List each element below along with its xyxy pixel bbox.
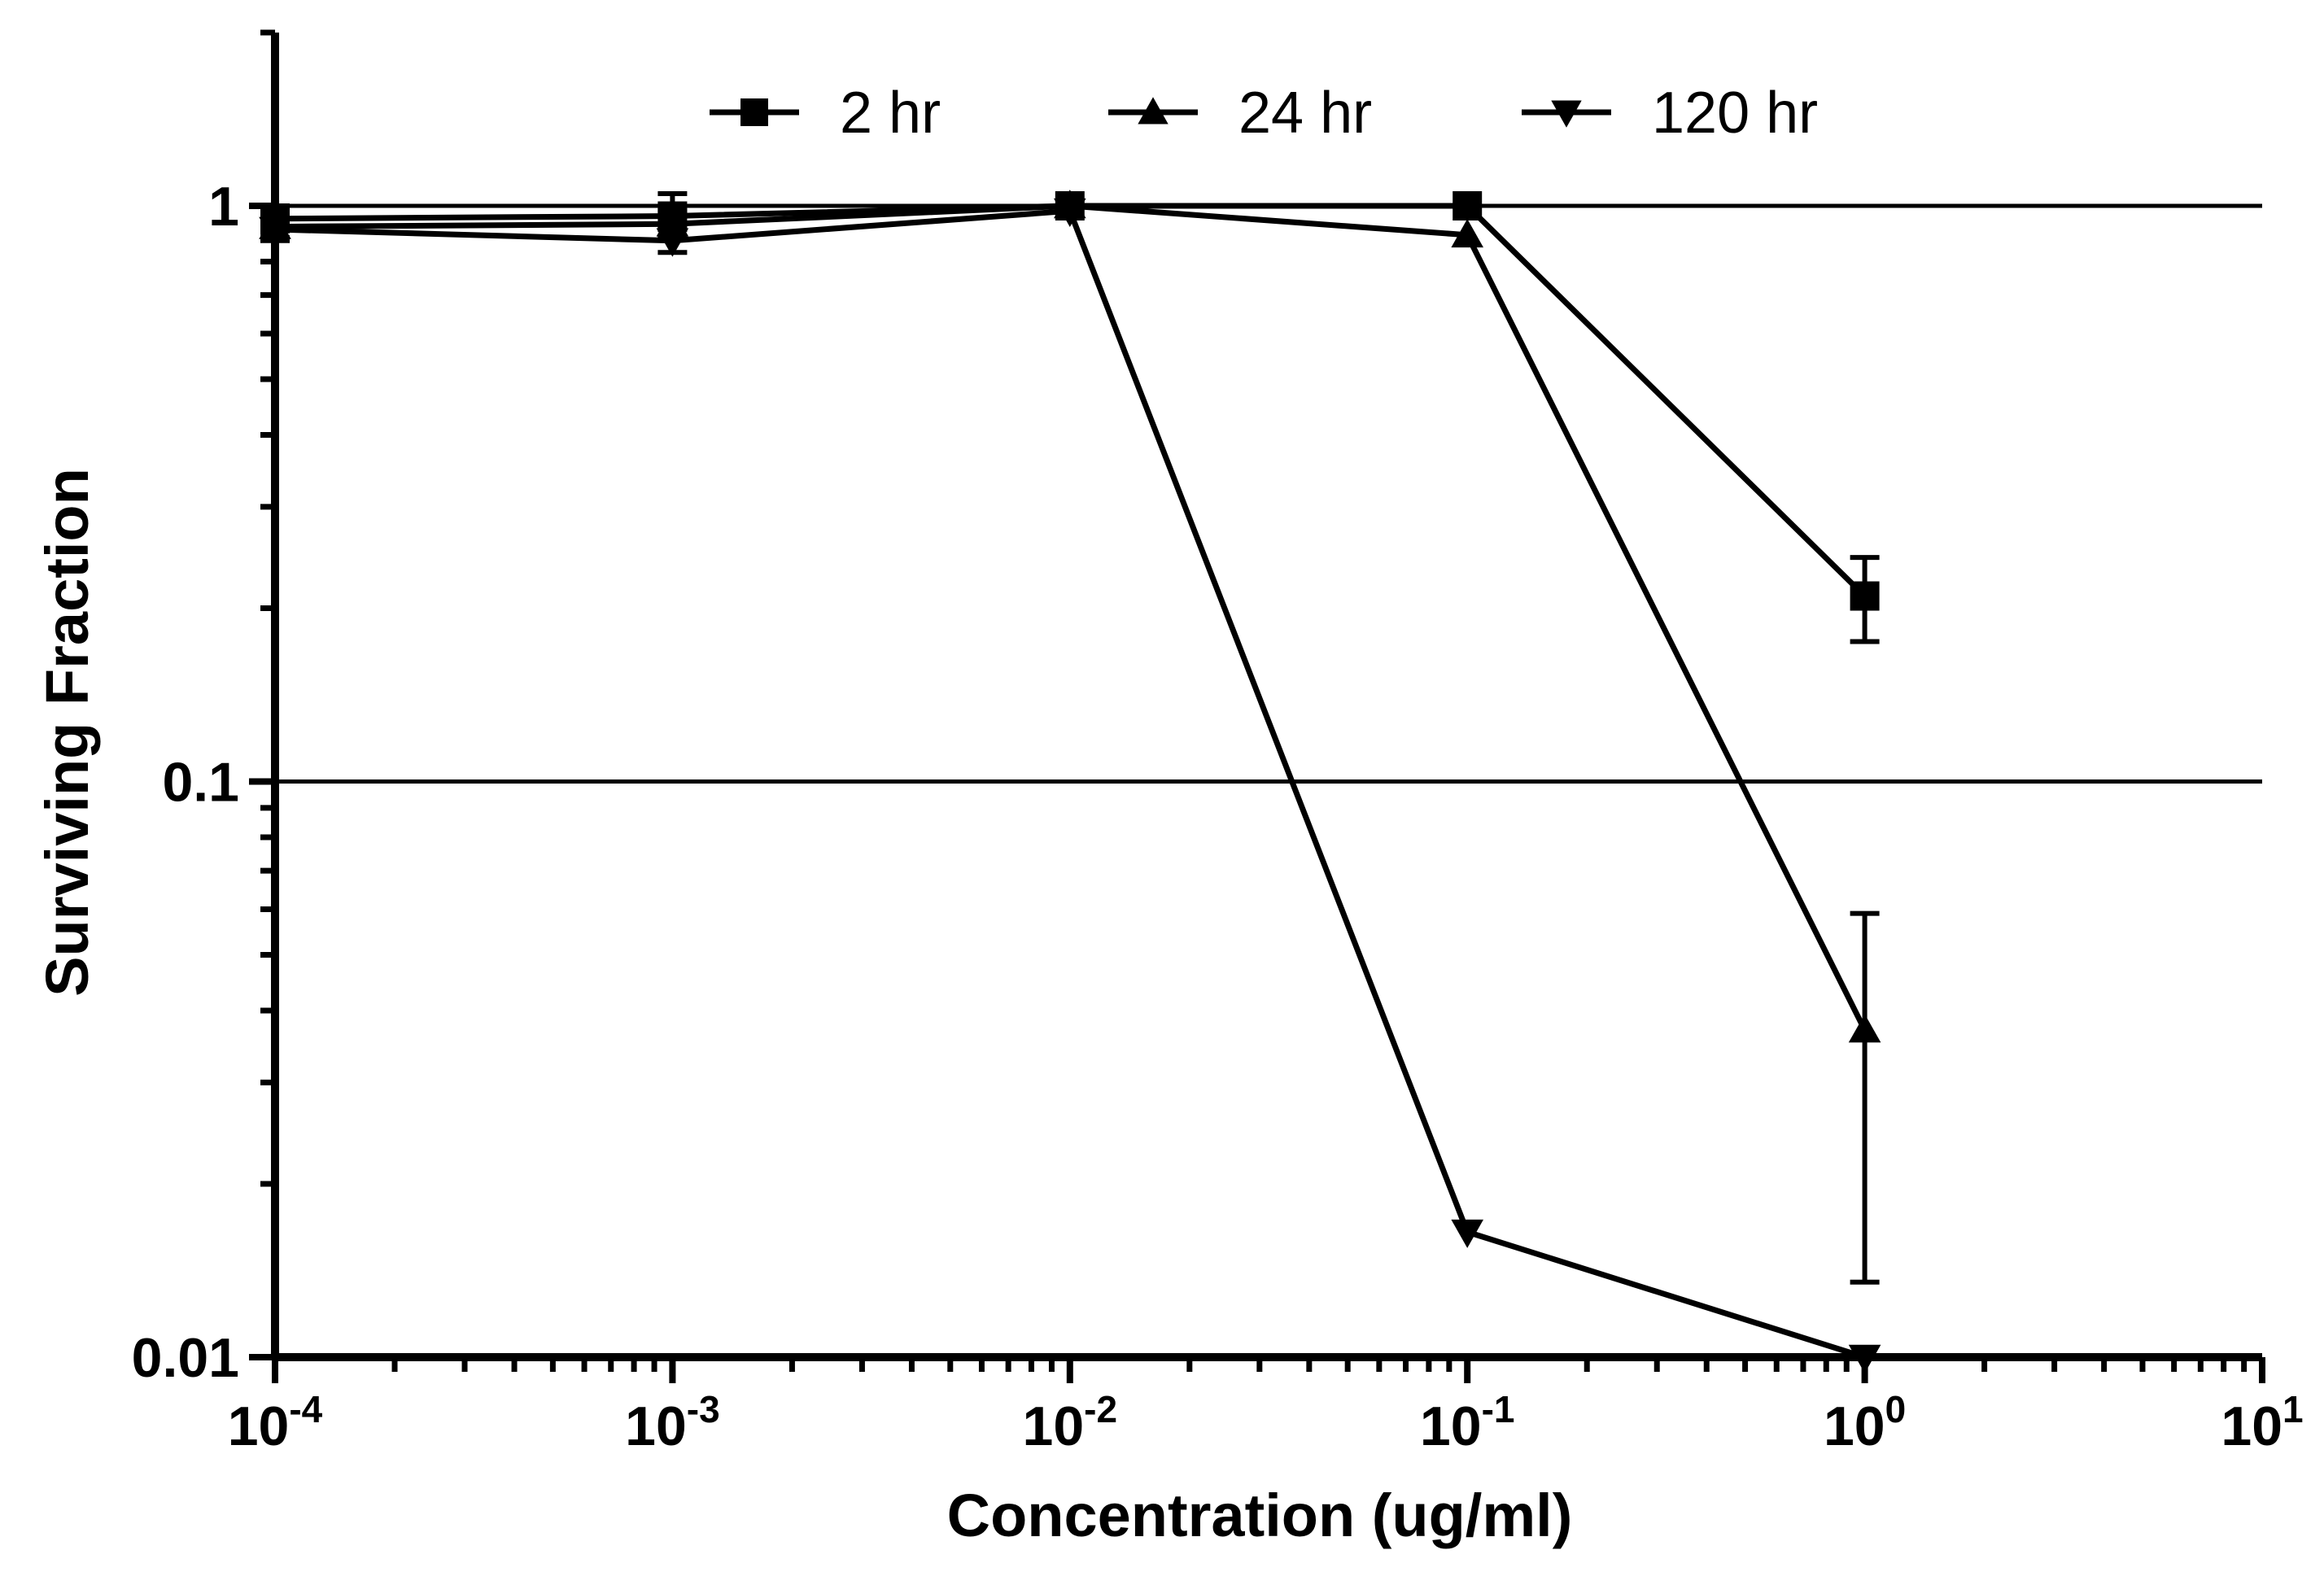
y-axis-title: Surviving Fraction [33, 468, 101, 997]
data-point [1451, 218, 1483, 248]
legend-marker [1551, 100, 1582, 128]
data-point [1452, 190, 1483, 221]
legend-item: 120 hr [1522, 81, 1818, 146]
x-tick-label: 10-2 [1023, 1388, 1118, 1457]
series-2-hr [260, 190, 1880, 644]
legend-label: 24 hr [1238, 81, 1372, 146]
legend-label: 120 hr [1652, 81, 1818, 146]
axes [271, 33, 2262, 1361]
axis-ticks: 0.01 0.1 1 10-4 10-3 10-2 10-1 100 101 [132, 29, 2304, 1457]
data-point [1850, 581, 1880, 611]
legend: 2 hr 24 hr 120 hr [710, 81, 1818, 146]
series-24-hr [259, 190, 1881, 1285]
data-point [1451, 1219, 1483, 1248]
series-line [274, 203, 1868, 1032]
y-tick-label: 0.1 [162, 751, 239, 813]
y-tick-label: 0.01 [132, 1327, 239, 1389]
legend-marker [740, 98, 768, 126]
legend-marker [1138, 97, 1169, 124]
x-tick-label: 100 [1824, 1388, 1906, 1457]
x-tick-label: 10-1 [1420, 1388, 1515, 1457]
y-tick-label: 1 [208, 176, 239, 238]
x-tick-label: 10-4 [228, 1388, 323, 1457]
data-series [259, 190, 1881, 1373]
data-point [260, 203, 290, 234]
data-point [1055, 190, 1085, 221]
legend-label: 2 hr [840, 81, 941, 146]
data-point [657, 201, 688, 231]
legend-item: 24 hr [1108, 81, 1372, 146]
x-tick-label: 101 [2221, 1388, 2303, 1457]
series-line [274, 207, 1866, 1360]
x-tick-label: 10-3 [625, 1388, 720, 1457]
data-point [1848, 1344, 1881, 1373]
series-line [274, 203, 1868, 599]
x-axis-title: Concentration (ug/ml) [947, 1482, 1573, 1549]
legend-item: 2 hr [710, 81, 941, 146]
reference-lines [275, 203, 2262, 784]
data-point [1848, 1014, 1881, 1043]
